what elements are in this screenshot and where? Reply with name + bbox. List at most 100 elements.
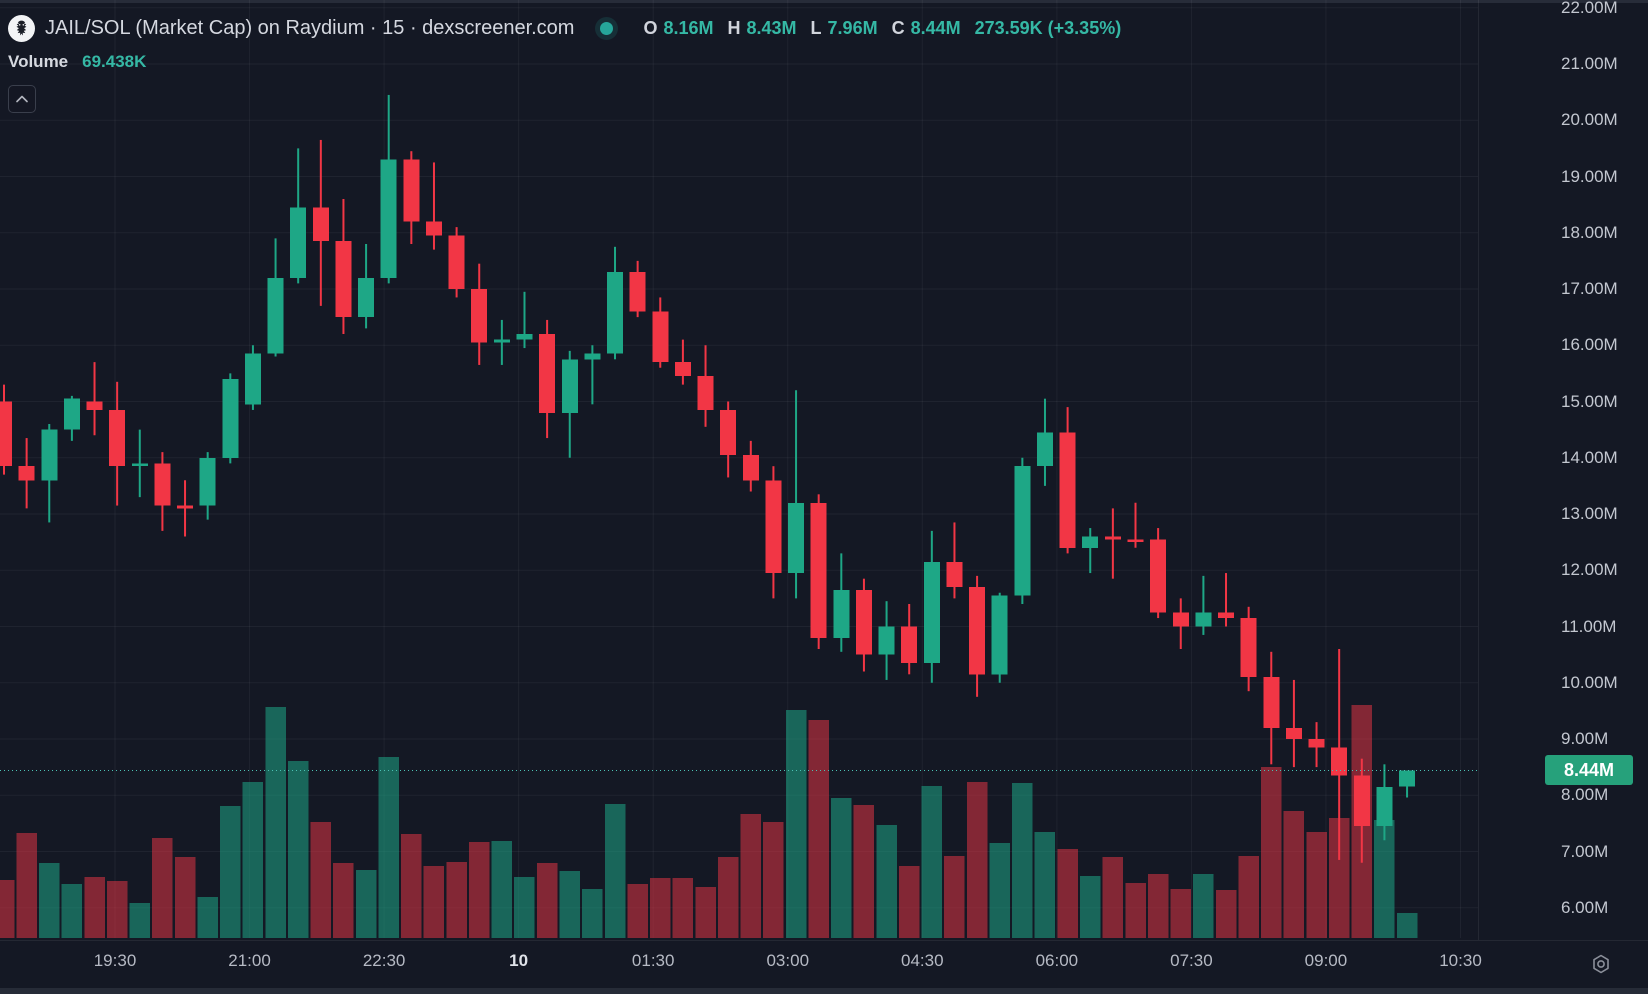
legend-title-row: JAIL/SOL (Market Cap) on Raydium · 15 · …	[8, 13, 1121, 43]
volume-bar	[1261, 767, 1282, 938]
candle-body	[403, 159, 420, 222]
candle-body	[493, 339, 510, 343]
candle-body	[991, 595, 1008, 675]
time-axis-label: 21:00	[228, 951, 271, 970]
candle-body	[629, 272, 646, 312]
price-axis-label: 20.00M	[1561, 110, 1618, 130]
candle-wick	[432, 162, 435, 250]
candle-body	[901, 626, 918, 664]
volume-bar	[1034, 831, 1056, 938]
candle-body	[471, 289, 488, 343]
candle-body	[177, 505, 194, 509]
candle-body	[810, 502, 827, 638]
volume-bar	[627, 884, 648, 938]
candle-body	[1104, 536, 1121, 540]
chevron-up-icon	[16, 95, 28, 103]
collapse-legend-button[interactable]	[8, 85, 36, 113]
ohlc-readout: O 8.16M H 8.43M L 7.96M C 8.44M 273.59K (+3.…	[643, 18, 1121, 39]
price-axis-label: 16.00M	[1561, 335, 1618, 355]
gear-icon	[1593, 954, 1609, 974]
candle-body	[946, 561, 963, 588]
volume-bar	[355, 870, 377, 938]
candle-body	[969, 587, 986, 675]
candle-body	[425, 221, 442, 236]
volume-bar	[1238, 856, 1259, 938]
volume-bar	[785, 710, 807, 938]
volume-bar	[39, 862, 60, 938]
low-value: 7.96M	[827, 17, 878, 38]
volume-bar	[853, 804, 875, 938]
candle-body	[244, 353, 261, 405]
candle-body	[267, 277, 284, 354]
candle-body	[86, 401, 103, 410]
chart-legend: JAIL/SOL (Market Cap) on Raydium · 15 · …	[8, 13, 1121, 113]
volume-bar	[808, 720, 829, 938]
chart-settings-button[interactable]	[1586, 949, 1616, 979]
candle-wick	[1225, 573, 1228, 627]
high-label: H	[727, 17, 741, 38]
price-axis-label: 6.00M	[1561, 897, 1609, 917]
volume-bar	[468, 841, 490, 938]
volume-bar	[333, 862, 354, 938]
volume-bar	[695, 886, 716, 938]
candle-body	[855, 589, 872, 655]
candle-body	[1353, 775, 1370, 827]
candle-wick	[523, 291, 526, 349]
candle-body	[720, 409, 737, 455]
price-axis-label: 15.00M	[1561, 391, 1618, 411]
price-axis-label: 12.00M	[1561, 560, 1618, 580]
candle-body	[1218, 612, 1235, 619]
candle-body	[358, 277, 375, 318]
legend-volume-row: Volume 69.438K	[8, 51, 1121, 73]
volume-bar	[604, 803, 626, 938]
volume-bar	[287, 761, 309, 938]
price-axis-label: 21.00M	[1561, 54, 1618, 73]
last-price-label: 8.44M	[1545, 755, 1633, 785]
time-axis[interactable]: 19:30 21:00 22:30 10 01:30 03:00 04:30 06:00 07:…	[0, 940, 1648, 988]
price-axis-label: 8.00M	[1561, 785, 1609, 805]
candle-body	[290, 207, 307, 278]
bottom-edge	[0, 988, 1648, 994]
volume-bar	[966, 781, 988, 938]
volume-bar	[989, 843, 1010, 938]
price-axis[interactable]: 8.44M 22.00M 21.00M 20.00M 19.00M 18.00M 17.0…	[1478, 0, 1648, 940]
volume-bar	[129, 903, 151, 938]
volume-bar	[650, 877, 671, 938]
dexscreener-logo-icon	[8, 14, 35, 42]
time-axis-label: 06:00	[1035, 951, 1079, 970]
top-edge	[0, 0, 1648, 3]
price-axis-label: 19.00M	[1561, 166, 1618, 186]
candle-body	[109, 409, 126, 467]
volume-bar	[672, 877, 694, 938]
candle-wick	[1202, 575, 1205, 635]
volume-label: Volume	[8, 52, 69, 71]
candle-body	[335, 241, 352, 318]
candle-body	[1014, 466, 1031, 596]
volume-bar	[514, 876, 535, 938]
candle-wick	[795, 390, 798, 599]
volume-bar	[152, 838, 173, 938]
time-axis-label: 03:00	[766, 951, 810, 970]
volume-bar	[0, 880, 15, 938]
close-value: 8.44M	[910, 17, 961, 38]
open-label: O	[643, 17, 658, 38]
volume-bar	[831, 798, 852, 938]
volume-bar	[242, 781, 264, 938]
candle-body	[380, 159, 397, 278]
candle-wick	[1134, 502, 1137, 548]
candle-body	[1399, 770, 1416, 787]
candle-body	[312, 207, 329, 242]
candle-body	[131, 463, 148, 467]
candle-body	[199, 457, 216, 506]
candle-body	[1285, 727, 1302, 739]
price-axis-label: 9.00M	[1561, 729, 1609, 748]
time-axis-label: 09:00	[1304, 951, 1348, 970]
volume-bar	[265, 707, 286, 938]
volume-bar	[378, 757, 399, 938]
candle-wick	[93, 362, 96, 436]
chart-title: JAIL/SOL (Market Cap) on Raydium · 15 · …	[45, 16, 575, 39]
candle-body	[41, 429, 58, 481]
volume-bar	[174, 857, 196, 938]
